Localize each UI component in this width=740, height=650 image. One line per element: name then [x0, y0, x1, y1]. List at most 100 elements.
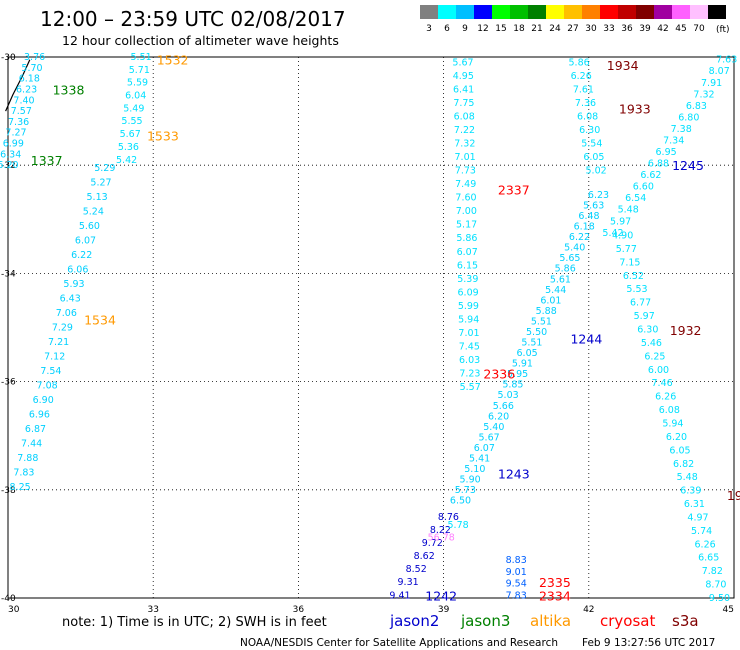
wave-height-value: 5.86 [569, 57, 590, 68]
wave-height-value: 6.83 [686, 101, 707, 112]
wave-height-value: 7.63 [716, 55, 737, 66]
wave-height-value: 5.94 [458, 314, 479, 325]
wave-height-value: 7.36 [8, 117, 29, 128]
wave-height-value: 5.03 [498, 390, 519, 401]
wave-height-value: 5.46 [641, 338, 662, 349]
coastline [5, 59, 31, 112]
legend-label: 27 [567, 24, 578, 34]
wave-height-value: 6.90 [33, 395, 54, 406]
legend-label: 70 [693, 24, 705, 34]
pass-time-label: 1244 [570, 331, 602, 346]
wave-height-value: 5.44 [545, 285, 566, 296]
wave-height-value: 5.42 [116, 155, 137, 166]
legend-unit: (ft) [716, 25, 730, 35]
satellite-name: altika [530, 612, 571, 630]
wave-height-value: 4.95 [453, 71, 474, 82]
wave-height-value: 5.88 [536, 306, 557, 317]
wave-height-value: 5.67 [479, 432, 500, 443]
wave-height-value: 5.77 [616, 244, 637, 255]
wave-height-value: 5.55 [121, 116, 142, 127]
wave-height-value: 7.40 [13, 95, 34, 106]
wave-height-value: 5.51 [131, 52, 152, 63]
wave-height-value: 5.02 [586, 166, 607, 177]
wave-height-value: 6.39 [680, 486, 701, 497]
pass-time-label: 1532 [157, 53, 189, 68]
wave-height-value: 5.42 [602, 228, 623, 239]
latitude-tick-label: -40 [1, 594, 16, 604]
wave-height-value: 6.62 [640, 170, 661, 181]
pass-time-label: 1934 [607, 58, 639, 73]
legend-label: 6 [444, 24, 450, 34]
legend-swatch [420, 5, 438, 19]
wave-height-value: 7.12 [44, 352, 65, 363]
wave-height-value: 5.99 [458, 301, 479, 312]
wave-height-value: 4.97 [687, 513, 708, 524]
wave-height-value: 6.30 [579, 125, 600, 136]
wave-height-value: 56.78 [428, 532, 455, 543]
wave-height-value: 7.06 [56, 308, 77, 319]
legend-label: 9 [462, 24, 468, 34]
pass-time-label: 2334 [539, 588, 571, 603]
wave-height-value: 6.20 [488, 411, 509, 422]
wave-height-value: 7.08 [37, 381, 58, 392]
wave-height-value: 7.15 [619, 257, 640, 268]
pass-time-label: 1337 [31, 153, 63, 168]
wave-height-value: 6.05 [583, 152, 604, 163]
pass-time-label: 1932 [670, 323, 702, 338]
legend-swatch [546, 5, 564, 19]
legend-swatch [474, 5, 492, 19]
wave-height-value: 6.60 [633, 182, 654, 193]
wave-height-value: 6.23 [588, 190, 609, 201]
wave-height-value: 7.60 [455, 193, 476, 204]
satellite-name: cryosat [600, 612, 655, 630]
wave-height-value: 6.23 [16, 85, 37, 96]
wave-height-value: 5.90 [460, 475, 481, 486]
wave-height-value: 5.61 [550, 274, 571, 285]
wave-height-value: 6.08 [659, 405, 680, 416]
legend-label: 12 [477, 24, 488, 34]
wave-height-value: 5.78 [448, 520, 469, 531]
wave-height-value: 5.97 [610, 216, 631, 227]
legend-swatch [528, 5, 546, 19]
wave-height-value: 9.72 [422, 538, 443, 549]
longitude-tick-label: 36 [293, 605, 305, 615]
footer-credit: NOAA/NESDIS Center for Satellite Applica… [240, 637, 558, 649]
wave-height-value: 6.50 [450, 496, 471, 507]
latitude-tick-label: -32 [1, 161, 16, 171]
longitude-tick-label: 45 [723, 605, 734, 615]
wave-height-value: 6.15 [457, 260, 478, 271]
wave-height-value: 7.61 [573, 85, 594, 96]
legend-label: 21 [531, 24, 542, 34]
wave-height-value: 5.57 [460, 382, 481, 393]
wave-height-value: 7.73 [455, 166, 476, 177]
wave-height-value: 6.54 [625, 193, 646, 204]
wave-height-value: 7.34 [663, 136, 684, 147]
wave-height-value: 5.70 [21, 63, 42, 74]
wave-height-value: 6.52 [623, 271, 644, 282]
legend-label: 3 [426, 24, 432, 34]
wave-height-value: 6.26 [655, 392, 676, 403]
wave-height-value: 5.53 [626, 284, 647, 295]
wave-height-value: 9.50 [709, 593, 730, 604]
wave-height-value: 4.90 [612, 231, 633, 242]
wave-height-value: 6.25 [644, 351, 665, 362]
pass-time-label: 193 [727, 488, 740, 503]
wave-height-value: 5.95 [507, 369, 528, 380]
wave-height-value: 9.54 [506, 579, 527, 590]
legend-label: 15 [495, 24, 506, 34]
pass-time-label: 1533 [147, 128, 179, 143]
wave-height-value: 5.50 [526, 327, 547, 338]
wave-height-value: 6.95 [656, 147, 677, 158]
legend-swatch [672, 5, 690, 19]
wave-height-value: 8.52 [406, 564, 427, 575]
wave-height-value: 6.05 [517, 348, 538, 359]
legend-label: 45 [675, 24, 686, 34]
wave-height-value: 6.88 [648, 159, 669, 170]
wave-height-value: 9.31 [398, 577, 419, 588]
latitude-tick-label: -38 [1, 486, 16, 496]
wave-height-value: 8.62 [414, 551, 435, 562]
wave-height-value: 6.08 [577, 112, 598, 123]
wave-height-value: 5.59 [127, 78, 148, 89]
map-title: 12:00 – 23:59 UTC 02/08/2017 [40, 7, 346, 31]
legend-swatch [582, 5, 600, 19]
